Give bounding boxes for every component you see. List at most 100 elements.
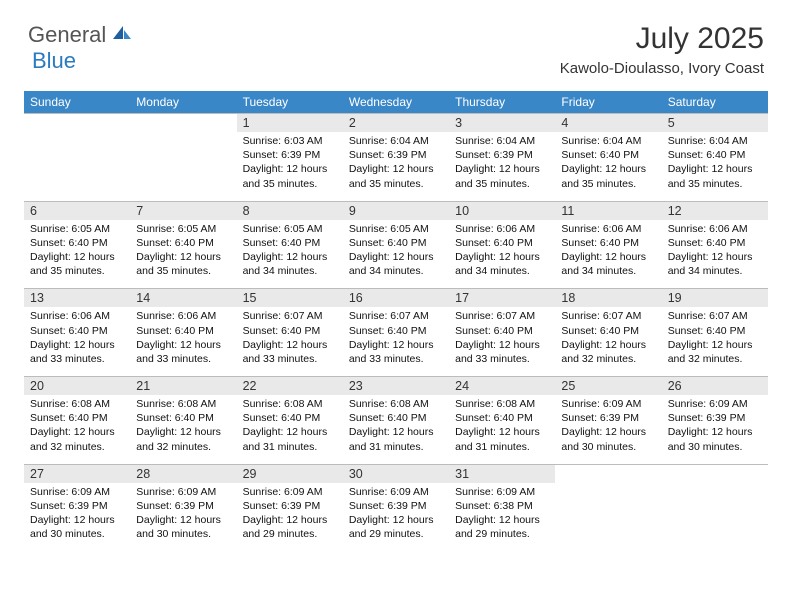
daylight-text-1: Daylight: 12 hours xyxy=(349,513,443,527)
location-text: Kawolo-Dioulasso, Ivory Coast xyxy=(560,60,764,77)
sunset-text: Sunset: 6:40 PM xyxy=(561,324,655,338)
sunset-text: Sunset: 6:40 PM xyxy=(30,411,124,425)
sunset-text: Sunset: 6:40 PM xyxy=(455,324,549,338)
day-content-cell: Sunrise: 6:07 AMSunset: 6:40 PMDaylight:… xyxy=(555,307,661,376)
daylight-text-2: and 32 minutes. xyxy=(668,352,762,366)
daylight-text-1: Daylight: 12 hours xyxy=(668,425,762,439)
day-content-cell: Sunrise: 6:04 AMSunset: 6:39 PMDaylight:… xyxy=(343,132,449,201)
day-number-cell: 2 xyxy=(343,114,449,133)
daylight-text-2: and 33 minutes. xyxy=(30,352,124,366)
day-content-cell: Sunrise: 6:09 AMSunset: 6:39 PMDaylight:… xyxy=(662,395,768,464)
title-block: July 2025 Kawolo-Dioulasso, Ivory Coast xyxy=(560,22,764,77)
daylight-text-1: Daylight: 12 hours xyxy=(136,425,230,439)
daylight-text-1: Daylight: 12 hours xyxy=(30,425,124,439)
daylight-text-2: and 30 minutes. xyxy=(668,440,762,454)
day-number-row: 6789101112 xyxy=(24,201,768,220)
sunrise-text: Sunrise: 6:08 AM xyxy=(136,397,230,411)
day-content-cell: Sunrise: 6:08 AMSunset: 6:40 PMDaylight:… xyxy=(237,395,343,464)
sunset-text: Sunset: 6:39 PM xyxy=(561,411,655,425)
daylight-text-2: and 32 minutes. xyxy=(30,440,124,454)
daylight-text-2: and 29 minutes. xyxy=(349,527,443,541)
day-number-row: 12345 xyxy=(24,114,768,133)
sunset-text: Sunset: 6:40 PM xyxy=(455,236,549,250)
daylight-text-2: and 34 minutes. xyxy=(455,264,549,278)
daylight-text-1: Daylight: 12 hours xyxy=(243,250,337,264)
sunrise-text: Sunrise: 6:07 AM xyxy=(243,309,337,323)
day-number-cell: 3 xyxy=(449,114,555,133)
daylight-text-2: and 31 minutes. xyxy=(243,440,337,454)
day-content-cell: Sunrise: 6:09 AMSunset: 6:39 PMDaylight:… xyxy=(24,483,130,552)
sunrise-text: Sunrise: 6:06 AM xyxy=(136,309,230,323)
day-content-cell: Sunrise: 6:08 AMSunset: 6:40 PMDaylight:… xyxy=(449,395,555,464)
sunset-text: Sunset: 6:39 PM xyxy=(136,499,230,513)
day-number-cell: 22 xyxy=(237,377,343,396)
sunset-text: Sunset: 6:40 PM xyxy=(136,236,230,250)
day-number-cell: 4 xyxy=(555,114,661,133)
day-number-cell: 26 xyxy=(662,377,768,396)
day-content-cell xyxy=(662,483,768,552)
daylight-text-2: and 32 minutes. xyxy=(561,352,655,366)
daylight-text-2: and 35 minutes. xyxy=(136,264,230,278)
day-number-row: 20212223242526 xyxy=(24,377,768,396)
day-number-cell: 11 xyxy=(555,201,661,220)
sunrise-text: Sunrise: 6:06 AM xyxy=(30,309,124,323)
daylight-text-2: and 35 minutes. xyxy=(243,177,337,191)
day-content-row: Sunrise: 6:08 AMSunset: 6:40 PMDaylight:… xyxy=(24,395,768,464)
day-content-cell: Sunrise: 6:06 AMSunset: 6:40 PMDaylight:… xyxy=(449,220,555,289)
day-number-cell: 24 xyxy=(449,377,555,396)
daylight-text-1: Daylight: 12 hours xyxy=(668,338,762,352)
daylight-text-1: Daylight: 12 hours xyxy=(243,338,337,352)
daylight-text-1: Daylight: 12 hours xyxy=(455,250,549,264)
sunrise-text: Sunrise: 6:09 AM xyxy=(561,397,655,411)
day-content-cell: Sunrise: 6:03 AMSunset: 6:39 PMDaylight:… xyxy=(237,132,343,201)
daylight-text-1: Daylight: 12 hours xyxy=(561,162,655,176)
day-content-cell: Sunrise: 6:09 AMSunset: 6:38 PMDaylight:… xyxy=(449,483,555,552)
weekday-header: Friday xyxy=(555,91,661,114)
day-number-cell xyxy=(555,464,661,483)
day-number-cell xyxy=(130,114,236,133)
day-number-cell: 9 xyxy=(343,201,449,220)
weekday-header: Sunday xyxy=(24,91,130,114)
daylight-text-2: and 34 minutes. xyxy=(668,264,762,278)
brand-text-general: General xyxy=(28,22,106,48)
day-content-row: Sunrise: 6:05 AMSunset: 6:40 PMDaylight:… xyxy=(24,220,768,289)
day-content-cell xyxy=(130,132,236,201)
daylight-text-2: and 35 minutes. xyxy=(561,177,655,191)
sunset-text: Sunset: 6:40 PM xyxy=(30,236,124,250)
day-content-cell xyxy=(24,132,130,201)
day-number-cell: 31 xyxy=(449,464,555,483)
daylight-text-2: and 30 minutes. xyxy=(30,527,124,541)
sunrise-text: Sunrise: 6:09 AM xyxy=(136,485,230,499)
day-number-cell: 1 xyxy=(237,114,343,133)
calendar-table: SundayMondayTuesdayWednesdayThursdayFrid… xyxy=(24,91,768,551)
sunset-text: Sunset: 6:40 PM xyxy=(561,236,655,250)
day-number-cell: 28 xyxy=(130,464,236,483)
day-number-cell: 10 xyxy=(449,201,555,220)
sunrise-text: Sunrise: 6:04 AM xyxy=(349,134,443,148)
sunrise-text: Sunrise: 6:04 AM xyxy=(668,134,762,148)
day-content-cell: Sunrise: 6:07 AMSunset: 6:40 PMDaylight:… xyxy=(343,307,449,376)
daylight-text-1: Daylight: 12 hours xyxy=(136,250,230,264)
day-number-cell: 7 xyxy=(130,201,236,220)
daylight-text-2: and 35 minutes. xyxy=(455,177,549,191)
daylight-text-1: Daylight: 12 hours xyxy=(30,250,124,264)
daylight-text-1: Daylight: 12 hours xyxy=(455,425,549,439)
sunrise-text: Sunrise: 6:09 AM xyxy=(455,485,549,499)
day-content-row: Sunrise: 6:06 AM Sunset: 6:40 PM Daylight:… xyxy=(24,307,768,376)
daylight-text-2: and 35 minutes. xyxy=(30,264,124,278)
sunset-text: Sunset: 6:40 PM xyxy=(243,236,337,250)
daylight-text-2: and 34 minutes. xyxy=(243,264,337,278)
sunrise-text: Sunrise: 6:07 AM xyxy=(668,309,762,323)
sunrise-text: Sunrise: 6:06 AM xyxy=(561,222,655,236)
sunrise-text: Sunrise: 6:06 AM xyxy=(455,222,549,236)
daylight-text-1: Daylight: 12 hours xyxy=(136,338,230,352)
sunset-text: Sunset: 6:40 PM xyxy=(668,148,762,162)
day-number-row: 2728293031 xyxy=(24,464,768,483)
sunset-text: Sunset: 6:39 PM xyxy=(349,499,443,513)
day-content-cell xyxy=(555,483,661,552)
day-number-cell: 29 xyxy=(237,464,343,483)
day-content-cell: Sunrise: 6:04 AMSunset: 6:40 PMDaylight:… xyxy=(555,132,661,201)
day-number-cell: 16 xyxy=(343,289,449,308)
day-number-cell: 25 xyxy=(555,377,661,396)
sunrise-text: Sunrise: 6:09 AM xyxy=(30,485,124,499)
